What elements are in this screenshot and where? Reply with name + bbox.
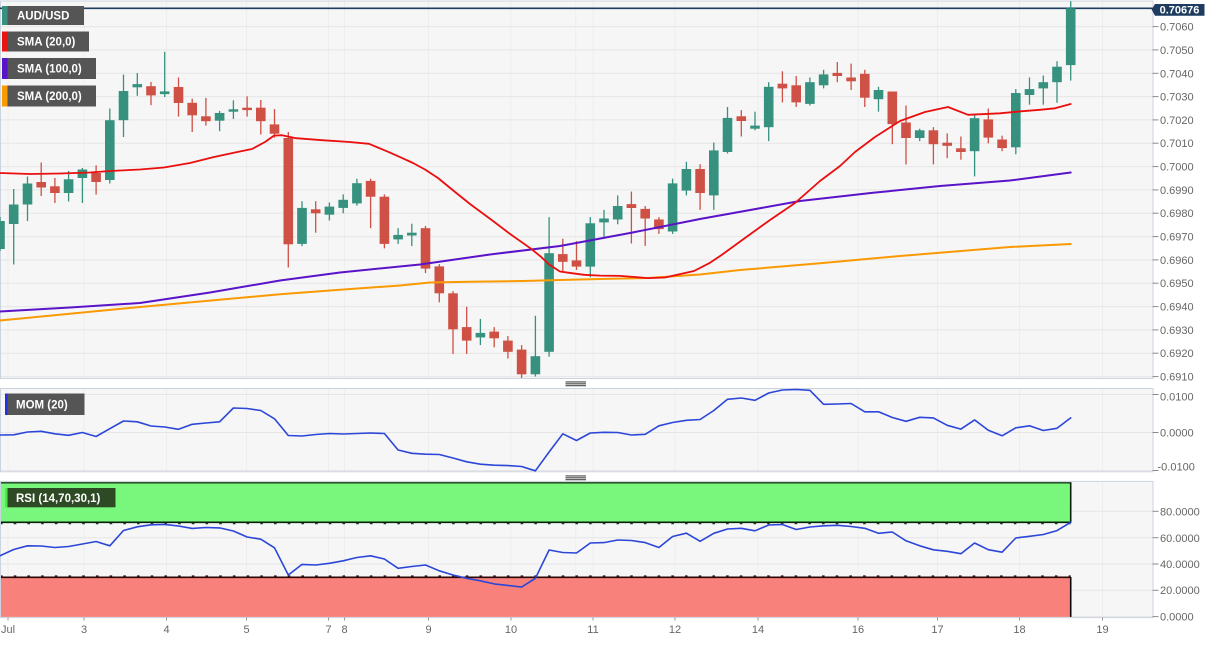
svg-text:12: 12 [669, 624, 681, 636]
svg-text:10: 10 [505, 624, 517, 636]
svg-text:20.0000: 20.0000 [1160, 585, 1200, 597]
svg-text:9: 9 [425, 624, 431, 636]
svg-text:0.0100: 0.0100 [1160, 392, 1194, 404]
svg-text:0.7060: 0.7060 [1160, 22, 1194, 34]
svg-text:Jul: Jul [1, 624, 15, 636]
svg-text:19: 19 [1096, 624, 1108, 636]
svg-text:60.0000: 60.0000 [1160, 533, 1200, 545]
svg-text:0.7010: 0.7010 [1160, 138, 1194, 150]
svg-text:0.7020: 0.7020 [1160, 115, 1194, 127]
svg-text:16: 16 [852, 624, 864, 636]
svg-text:0.6960: 0.6960 [1160, 255, 1194, 267]
svg-text:0.0000: 0.0000 [1160, 612, 1194, 624]
svg-text:4: 4 [163, 624, 169, 636]
svg-text:0.6980: 0.6980 [1160, 208, 1194, 220]
svg-text:SMA (200,0): SMA (200,0) [17, 91, 82, 103]
svg-text:0.7050: 0.7050 [1160, 45, 1194, 57]
svg-text:8: 8 [341, 624, 347, 636]
svg-text:17: 17 [931, 624, 943, 636]
svg-text:RSI (14,70,30,1): RSI (14,70,30,1) [16, 493, 101, 505]
svg-text:-0.0100: -0.0100 [1158, 461, 1195, 473]
svg-text:AUD/USD: AUD/USD [17, 11, 69, 23]
svg-text:0.6990: 0.6990 [1160, 185, 1194, 197]
svg-text:40.0000: 40.0000 [1160, 559, 1200, 571]
svg-text:0.6910: 0.6910 [1160, 372, 1194, 384]
svg-text:MOM (20): MOM (20) [16, 400, 68, 412]
svg-text:3: 3 [81, 624, 87, 636]
svg-text:0.6950: 0.6950 [1160, 278, 1194, 290]
svg-text:7: 7 [325, 624, 331, 636]
svg-text:0.6970: 0.6970 [1160, 232, 1194, 244]
svg-text:5: 5 [243, 624, 249, 636]
svg-text:0.6930: 0.6930 [1160, 325, 1194, 337]
svg-text:0.7000: 0.7000 [1160, 162, 1194, 174]
svg-text:14: 14 [752, 624, 764, 636]
svg-text:SMA (20,0): SMA (20,0) [17, 37, 76, 49]
svg-text:SMA (100,0): SMA (100,0) [17, 64, 82, 76]
svg-text:0.6940: 0.6940 [1160, 302, 1194, 314]
svg-text:0.6920: 0.6920 [1160, 348, 1194, 360]
svg-text:11: 11 [587, 624, 598, 636]
svg-text:0.7030: 0.7030 [1160, 92, 1194, 104]
svg-text:0.70676: 0.70676 [1160, 5, 1200, 17]
svg-text:0.7040: 0.7040 [1160, 68, 1194, 80]
svg-text:80.0000: 80.0000 [1160, 506, 1200, 518]
svg-text:18: 18 [1013, 624, 1025, 636]
svg-text:0.0000: 0.0000 [1160, 428, 1194, 440]
